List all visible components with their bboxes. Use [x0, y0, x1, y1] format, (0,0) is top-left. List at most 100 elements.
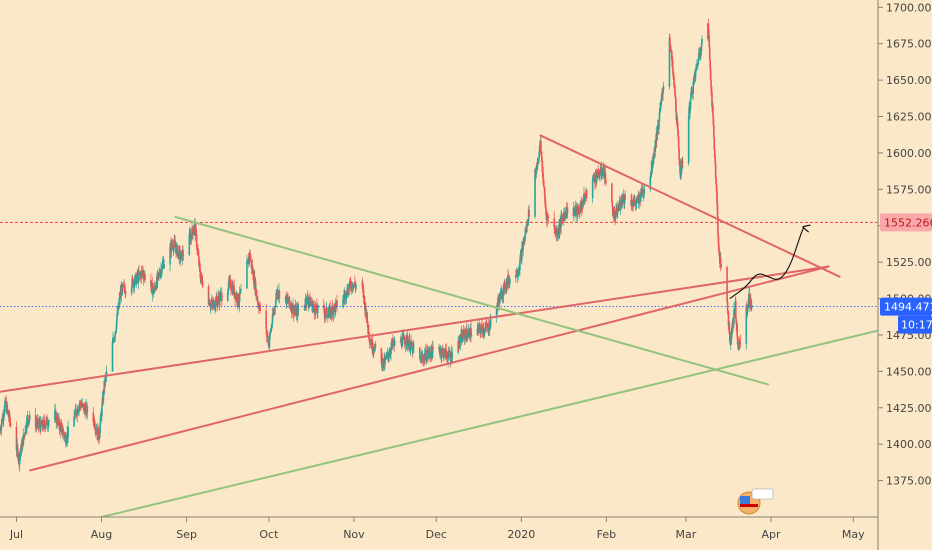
candle-body: [307, 302, 310, 305]
candle-body: [727, 312, 730, 327]
candle-body: [388, 355, 390, 357]
trend-line: [174, 215, 770, 386]
candle-body: [197, 253, 200, 257]
candle-body: [483, 328, 485, 334]
candle-body: [544, 203, 547, 208]
candle-body: [188, 233, 191, 256]
candle-body: [671, 59, 674, 70]
candle-body: [412, 344, 415, 348]
candle-body: [750, 304, 753, 308]
candle-body: [287, 298, 289, 302]
candle-body: [661, 94, 664, 95]
candle-body: [515, 274, 517, 278]
candle-body: [689, 99, 692, 109]
candle-body: [371, 339, 374, 351]
time-tick-label: Jul: [9, 528, 23, 541]
candle-body: [249, 259, 252, 261]
candle-body: [700, 43, 703, 51]
candle-body: [477, 328, 479, 329]
candle-body: [213, 308, 216, 310]
candle-body: [151, 282, 154, 295]
candle-body: [189, 234, 192, 241]
candle-body: [134, 276, 136, 283]
candle-body: [739, 341, 742, 344]
candle-body: [9, 420, 11, 423]
candle-body: [669, 37, 671, 45]
candle-body: [617, 207, 619, 213]
candle-body: [35, 423, 37, 428]
candle-body: [361, 283, 364, 287]
candle-body: [451, 358, 453, 361]
time-axis[interactable]: Jul Aug Sep Oct Nov Dec 2020 Feb Mar Apr May: [9, 517, 865, 541]
candle-body: [269, 333, 271, 341]
tradingview-badge-icon[interactable]: [737, 488, 774, 515]
candle-body: [599, 174, 601, 176]
trend-line: [100, 329, 878, 517]
candle-body: [596, 169, 599, 178]
candle-body: [313, 308, 316, 314]
candle-body: [479, 326, 481, 331]
candle-body: [600, 174, 603, 176]
candle-body: [381, 356, 384, 367]
candle-body: [670, 50, 673, 60]
candle-body: [326, 315, 329, 317]
candle-body: [309, 302, 312, 307]
candle-body: [595, 173, 597, 176]
candle-body: [3, 405, 6, 414]
candle-body: [439, 351, 442, 355]
drawing-layer: [0, 134, 878, 517]
candle-body: [459, 336, 461, 344]
candle-body: [660, 94, 663, 99]
candle-body: [104, 376, 107, 379]
candle-body: [142, 271, 144, 276]
candle-body: [643, 193, 645, 194]
candle-body: [400, 338, 403, 346]
candle-body: [274, 307, 276, 309]
candle-body: [312, 305, 315, 307]
candle-body: [286, 295, 288, 299]
candle-body: [81, 405, 83, 407]
candle-body: [697, 58, 700, 65]
candle-body: [726, 266, 728, 302]
candle-body: [633, 199, 636, 203]
candle-body: [23, 433, 26, 437]
candle-body: [467, 336, 469, 338]
candle-body: [672, 69, 674, 73]
price-tick-label: 1425.000: [886, 402, 932, 415]
candle-body: [542, 173, 545, 184]
candle-body: [699, 52, 702, 56]
candle-body: [177, 251, 179, 257]
candle-body: [335, 301, 337, 303]
candle-body: [144, 274, 146, 281]
candle-body: [413, 347, 415, 349]
candle-body: [43, 420, 46, 425]
candle-body: [481, 325, 483, 328]
candle-body: [336, 300, 338, 308]
candle-body: [197, 249, 199, 254]
candle-body: [111, 342, 114, 372]
candle-body: [713, 150, 716, 157]
candle-body: [656, 135, 658, 141]
candle-body: [328, 308, 331, 313]
candle-body: [327, 314, 330, 318]
candle-body: [181, 251, 184, 261]
candle-body: [679, 164, 681, 173]
candle-body: [484, 326, 487, 328]
candle-body: [543, 187, 546, 195]
candle-body: [252, 270, 255, 281]
candle-body: [599, 169, 602, 175]
candle-body: [67, 426, 69, 438]
candle-body: [389, 353, 392, 355]
candle-body: [239, 290, 242, 294]
candle-body: [659, 101, 662, 108]
candle-body: [594, 173, 597, 183]
candle-body: [542, 183, 545, 187]
candle-body: [44, 424, 47, 427]
candle-body: [727, 310, 729, 313]
candle-body: [345, 298, 347, 300]
candle-body: [675, 111, 678, 120]
candle-body: [553, 227, 556, 232]
candle-body: [691, 93, 694, 94]
candle-body: [412, 344, 414, 354]
candle-body: [710, 89, 713, 93]
